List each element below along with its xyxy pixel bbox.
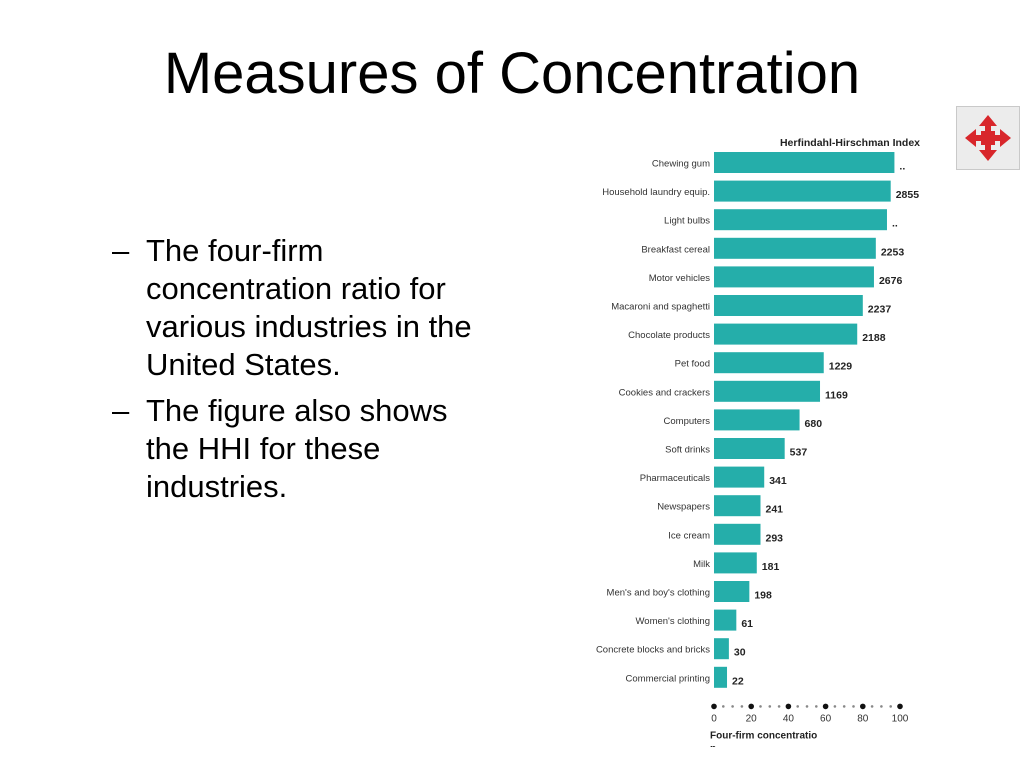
bar — [714, 409, 800, 431]
category-label: Computers — [664, 416, 711, 427]
bar — [714, 295, 863, 316]
hhi-label: 1229 — [829, 361, 853, 373]
slide-title: Measures of Concentration — [163, 41, 861, 106]
bar — [714, 438, 785, 459]
axis-tick-dot — [822, 703, 829, 710]
hhi-label: 181 — [762, 561, 780, 573]
x-tick-label: 0 — [711, 713, 717, 724]
bar — [714, 323, 858, 345]
category-label: Men's and boy's clothing — [607, 588, 710, 599]
axis-tick-dot — [748, 703, 754, 710]
axis-minor-dot — [731, 705, 734, 708]
category-label: Light bulbs — [664, 216, 710, 227]
hhi-label: 2855 — [896, 189, 920, 201]
hhi-label: 2253 — [881, 246, 905, 258]
bar — [714, 352, 824, 374]
axis-minor-dot — [805, 705, 809, 708]
axis-minor-dot — [852, 705, 855, 708]
bar — [714, 266, 874, 288]
bar — [714, 523, 761, 545]
hhi-label: 341 — [769, 475, 787, 487]
hhi-label: 22 — [732, 675, 744, 687]
bar — [714, 380, 821, 402]
hhi-label: 61 — [741, 618, 753, 630]
bullet-dash: – — [112, 233, 130, 268]
bar — [714, 209, 887, 231]
axis-minor-dot — [870, 705, 874, 708]
hhi-label: .. — [892, 218, 898, 230]
chart-title: Herfindahl-Hirschman Index — [780, 137, 920, 149]
axis-tick-dot — [711, 703, 717, 710]
x-tick-label: 60 — [820, 713, 832, 724]
expand-nav-button[interactable] — [956, 106, 1020, 170]
axis-minor-dot — [833, 705, 837, 708]
x-tick-label: 100 — [892, 713, 909, 724]
category-label: Pet food — [675, 359, 710, 370]
axis-tick-dot — [785, 703, 792, 710]
axis-minor-dot — [722, 705, 725, 708]
bar — [714, 609, 737, 631]
bullet-text: The four-firm concentration ratio for va… — [146, 233, 472, 382]
axis-minor-dot — [796, 705, 799, 708]
hhi-label: 1169 — [825, 389, 848, 401]
bar — [714, 552, 757, 574]
category-label: Chewing gum — [652, 159, 710, 170]
axis-minor-dot — [815, 705, 818, 708]
axis-minor-dot — [768, 705, 772, 708]
bullet-text: The figure also shows the HHI for these … — [146, 393, 448, 504]
category-label: Cookies and crackers — [619, 387, 711, 398]
x-tick-label: 20 — [746, 713, 758, 724]
hhi-label: 293 — [766, 532, 784, 544]
bullet-dash: – — [112, 393, 130, 428]
hhi-label: 537 — [790, 447, 808, 459]
bar — [714, 666, 728, 688]
hhi-label: 30 — [734, 647, 746, 659]
bullet-item: – The figure also shows the HHI for thes… — [112, 392, 487, 506]
x-tick-label: 80 — [857, 713, 869, 724]
category-label: Women's clothing — [635, 616, 710, 627]
axis-minor-dot — [740, 705, 744, 708]
category-label: Ice cream — [668, 530, 710, 541]
bar — [714, 495, 761, 517]
bar — [714, 466, 765, 488]
axis-minor-dot — [777, 705, 781, 708]
category-label: Newspapers — [657, 502, 710, 513]
hhi-label: 680 — [805, 418, 823, 430]
hhi-label: 198 — [754, 590, 772, 602]
category-label: Milk — [693, 559, 710, 570]
hhi-label: .. — [899, 161, 905, 173]
bar — [714, 152, 895, 173]
axis-minor-dot — [880, 705, 883, 708]
bar — [714, 638, 729, 660]
hhi-label: 241 — [766, 504, 784, 516]
category-label: Chocolate products — [628, 330, 710, 341]
category-label: Commercial printing — [626, 673, 710, 684]
axis-tick-dot — [897, 703, 903, 710]
category-label: Concrete blocks and bricks — [596, 645, 710, 656]
category-label: Motor vehicles — [649, 273, 710, 284]
axis-minor-dot — [842, 705, 846, 708]
category-label: Soft drinks — [665, 445, 710, 456]
category-label: Macaroni and spaghetti — [611, 302, 710, 313]
category-label: Pharmaceuticals — [640, 473, 710, 484]
category-label: Breakfast cereal — [641, 244, 710, 255]
expand-arrows-icon — [965, 115, 1011, 161]
axis-tick-dot — [860, 703, 866, 710]
bar — [714, 237, 876, 259]
axis-minor-dot — [889, 705, 892, 708]
hhi-label: 2237 — [868, 304, 892, 316]
bullet-list: – The four-firm concentration ratio for … — [112, 232, 487, 514]
x-tick-label: 40 — [783, 713, 795, 724]
bullet-item: – The four-firm concentration ratio for … — [112, 232, 487, 384]
bar — [714, 180, 891, 202]
hhi-label: 2188 — [862, 332, 886, 344]
bar — [714, 581, 750, 602]
hhi-label: 2676 — [879, 275, 903, 287]
category-label: Household laundry equip. — [602, 187, 710, 198]
concentration-bar-chart: Herfindahl-Hirschman Index Chewing gum .. H… — [596, 137, 920, 747]
axis-minor-dot — [759, 705, 762, 708]
x-axis-label: Four-firm concentration — [710, 730, 817, 747]
